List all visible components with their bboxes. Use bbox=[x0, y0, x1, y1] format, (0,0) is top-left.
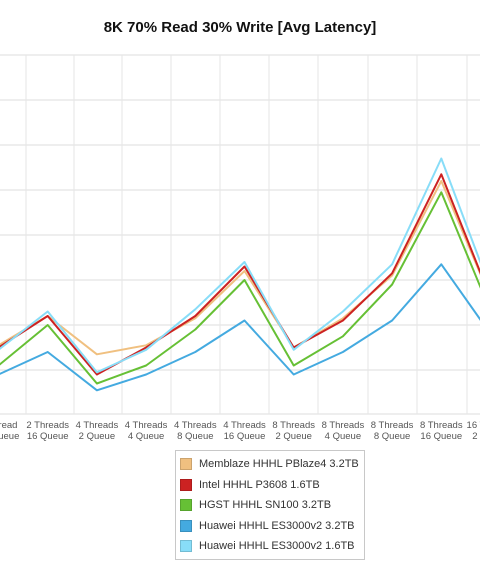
data-point bbox=[96, 353, 98, 356]
data-point bbox=[96, 373, 98, 376]
data-point bbox=[194, 351, 197, 353]
data-point bbox=[46, 315, 49, 317]
legend-swatch bbox=[180, 458, 192, 471]
data-point bbox=[342, 319, 344, 322]
data-point bbox=[145, 364, 147, 367]
legend-label: Huawei HHHL ES3000v2 1.6TB bbox=[199, 540, 355, 553]
legend-label: Huawei HHHL ES3000v2 3.2TB bbox=[199, 519, 355, 532]
legend-swatch bbox=[180, 540, 192, 553]
x-tick-label: 8 Threads 4 Queue bbox=[322, 420, 365, 442]
data-point bbox=[292, 373, 295, 376]
data-point bbox=[440, 263, 443, 266]
data-point bbox=[194, 317, 197, 320]
data-point bbox=[292, 364, 295, 367]
legend-label: HGST HHHL SN100 3.2TB bbox=[199, 499, 332, 512]
data-point bbox=[243, 261, 246, 263]
x-tick-label: 4 Threads 8 Queue bbox=[174, 420, 217, 442]
legend-item: Huawei HHHL ES3000v2 3.2TB bbox=[176, 516, 364, 537]
x-tick-label: 8 Threads 8 Queue bbox=[371, 420, 414, 442]
data-point bbox=[440, 191, 443, 194]
data-point bbox=[342, 351, 344, 353]
legend-item: HGST HHHL SN100 3.2TB bbox=[176, 495, 364, 516]
data-point bbox=[243, 270, 246, 272]
chart-grid bbox=[0, 54, 480, 415]
data-point bbox=[145, 349, 147, 351]
x-tick-label: 4 Threads 16 Queue bbox=[223, 420, 266, 442]
data-point bbox=[96, 389, 98, 392]
data-point bbox=[145, 373, 147, 376]
data-point bbox=[96, 371, 98, 374]
legend-label: Memblaze HHHL PBlaze4 3.2TB bbox=[199, 458, 359, 471]
data-point bbox=[194, 328, 197, 331]
data-point bbox=[342, 335, 344, 338]
data-point bbox=[292, 349, 295, 351]
data-point bbox=[243, 265, 246, 268]
chart-legend: Memblaze HHHL PBlaze4 3.2TB Intel HHHL P3… bbox=[175, 450, 365, 560]
chart-title: 8K 70% Read 30% Write [Avg Latency] bbox=[103, 19, 377, 36]
data-point bbox=[440, 173, 443, 176]
data-point bbox=[145, 344, 147, 347]
data-point bbox=[391, 263, 393, 266]
legend-swatch bbox=[180, 478, 192, 491]
series-line-5 bbox=[0, 157, 480, 374]
legend-swatch bbox=[180, 519, 192, 532]
data-point bbox=[145, 346, 147, 349]
data-point bbox=[391, 283, 393, 286]
data-point bbox=[440, 180, 443, 182]
x-tick-label: 4 Threads 4 Queue bbox=[125, 420, 168, 442]
data-point bbox=[391, 272, 393, 275]
series-line-3 bbox=[0, 191, 480, 385]
data-point bbox=[440, 157, 443, 160]
data-point bbox=[194, 308, 197, 311]
data-point bbox=[391, 274, 393, 277]
legend-swatch bbox=[180, 499, 192, 512]
x-tick-label: 2 Threads 16 Queue bbox=[26, 420, 69, 442]
data-point bbox=[342, 310, 344, 313]
data-point bbox=[342, 317, 344, 320]
data-point bbox=[391, 319, 393, 322]
x-tick-label: 8 Threads 2 Queue bbox=[272, 420, 315, 442]
data-point bbox=[46, 310, 49, 313]
data-point bbox=[46, 324, 49, 326]
legend-item: Memblaze HHHL PBlaze4 3.2TB bbox=[176, 454, 364, 475]
legend-item: Intel HHHL P3608 1.6TB bbox=[176, 475, 364, 496]
chart-series bbox=[0, 157, 480, 392]
data-point bbox=[46, 351, 49, 353]
legend-item: Huawei HHHL ES3000v2 1.6TB bbox=[176, 536, 364, 557]
data-point bbox=[96, 382, 98, 385]
x-tick-label: 8 Threads 16 Queue bbox=[420, 420, 463, 442]
x-tick-label: 1 Thread16 Queue bbox=[0, 420, 19, 442]
data-point bbox=[243, 319, 246, 322]
legend-label: Intel HHHL P3608 1.6TB bbox=[199, 478, 320, 491]
data-point bbox=[243, 279, 246, 281]
x-tick-label: 4 Threads 2 Queue bbox=[76, 420, 119, 442]
data-point bbox=[194, 315, 197, 317]
